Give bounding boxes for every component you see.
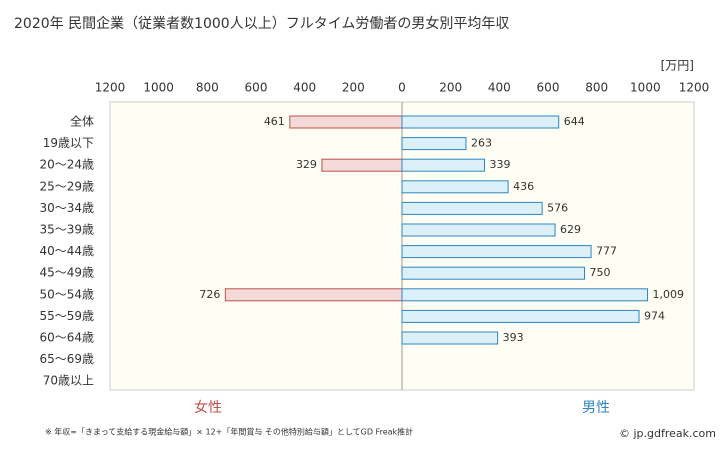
x-tick-label: 400 xyxy=(293,81,316,95)
x-tick-label: 800 xyxy=(196,81,219,95)
value-label: 339 xyxy=(489,158,510,171)
value-label: 393 xyxy=(503,331,524,344)
bar xyxy=(224,288,403,302)
y-tick-label: 30〜34歳 xyxy=(39,201,94,215)
x-tick-label: 200 xyxy=(439,81,462,95)
y-tick-label: 65〜69歳 xyxy=(39,352,94,366)
value-label: 629 xyxy=(560,223,581,236)
chart-title: 2020年 民間企業（従業者数1000人以上）フルタイム労働者の男女別平均年収 xyxy=(14,15,509,32)
legend-label: 男性 xyxy=(582,400,610,416)
x-tick-label: 800 xyxy=(585,81,608,95)
bar xyxy=(401,288,649,302)
y-tick-label: 45〜49歳 xyxy=(39,266,94,280)
y-tick-label: 全体 xyxy=(70,114,94,129)
y-tick-label: 70歳以上 xyxy=(43,374,94,388)
y-tick-label: 20〜24歳 xyxy=(39,158,94,172)
bar xyxy=(401,137,467,151)
value-label: 263 xyxy=(471,137,492,150)
x-tick-label: 1200 xyxy=(679,81,710,95)
x-tick-label: 1200 xyxy=(95,81,126,95)
y-tick-label: 19歳以下 xyxy=(43,136,94,150)
bar xyxy=(401,331,499,345)
y-tick-label: 50〜54歳 xyxy=(39,287,94,301)
bar xyxy=(401,309,640,323)
x-tick-label: 400 xyxy=(488,81,511,95)
value-label: 777 xyxy=(596,245,617,258)
bar xyxy=(401,158,485,172)
bar xyxy=(401,223,556,237)
y-tick-label: 35〜39歳 xyxy=(39,223,94,237)
value-label: 329 xyxy=(296,158,317,171)
bar xyxy=(401,180,509,194)
value-label: 576 xyxy=(547,201,568,214)
bar xyxy=(401,115,560,129)
legend-label: 女性 xyxy=(194,399,222,416)
bar xyxy=(401,245,592,259)
value-label: 726 xyxy=(199,288,220,301)
x-tick-label: 600 xyxy=(245,81,268,95)
y-tick-label: 60〜64歳 xyxy=(39,331,94,345)
x-tick-label: 1000 xyxy=(143,81,174,95)
value-label: 974 xyxy=(644,309,665,322)
bar xyxy=(401,201,543,215)
x-tick-label: 200 xyxy=(342,81,365,95)
bar xyxy=(321,158,403,172)
y-tick-label: 40〜44歳 xyxy=(39,244,94,258)
bar xyxy=(289,115,403,129)
x-tick-label: 600 xyxy=(537,81,560,95)
credit: © jp.gdfreak.com xyxy=(619,427,716,440)
x-tick-label: 0 xyxy=(398,81,406,95)
y-tick-label: 55〜59歳 xyxy=(39,309,94,323)
value-label: 1,009 xyxy=(653,288,685,301)
footnote: ※ 年収=「きまって支給する現金給与額」× 12+「年間賞与 その他特別給与額」… xyxy=(45,427,413,437)
x-tick-label: 1000 xyxy=(630,81,661,95)
y-tick-label: 25〜29歳 xyxy=(39,179,94,193)
value-label: 436 xyxy=(513,180,534,193)
value-label: 461 xyxy=(264,115,285,128)
bar xyxy=(401,266,585,280)
value-label: 644 xyxy=(564,115,585,128)
value-label: 750 xyxy=(590,266,611,279)
unit-label: [万円] xyxy=(661,59,694,73)
